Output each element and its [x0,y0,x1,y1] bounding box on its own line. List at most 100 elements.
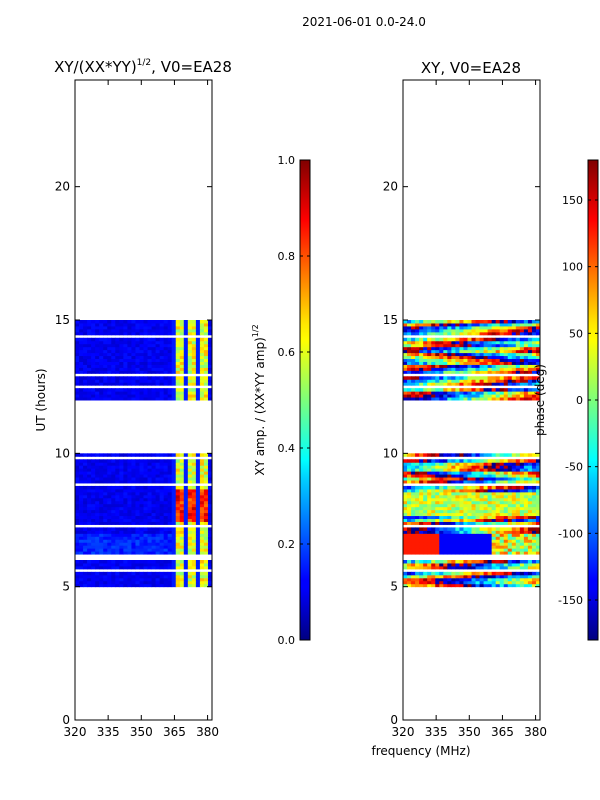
y-tick-label: 5 [62,580,70,594]
heatmap-cell [191,509,197,514]
heatmap-cell [419,562,424,567]
heatmap-cell [511,325,517,330]
heatmap-cell [495,574,501,579]
heatmap-cell [115,565,120,570]
heatmap-cell [507,491,513,496]
heatmap-cell [179,488,185,493]
heatmap-cell [519,512,525,517]
heatmap-cell [183,355,189,360]
heatmap-cell [431,364,436,368]
heatmap-cell [519,480,525,484]
heatmap-cell [179,361,185,365]
heatmap-cell [451,574,456,579]
heatmap-cell [495,468,501,472]
heatmap-cell [471,355,477,360]
heatmap-cell [195,352,201,357]
heatmap-cell [447,480,452,484]
heatmap-cell [431,560,436,564]
heatmap-cell [187,340,193,345]
heatmap-cell [423,539,428,543]
heatmap-cell [415,367,420,371]
heatmap-cell [175,548,181,552]
heatmap-cell [419,551,424,555]
heatmap-cell [119,382,124,386]
heatmap-cell [403,337,408,342]
heatmap-cell [87,376,92,380]
heatmap-cell [403,494,408,499]
heatmap-cell [83,331,88,336]
heatmap-cell [411,468,416,472]
heatmap-cell [463,462,468,466]
heatmap-cell [75,328,80,333]
heatmap-cell [523,518,529,522]
heatmap-cell [187,477,193,481]
heatmap-cell [139,560,144,564]
heatmap-cell [199,379,205,383]
heatmap-cell [459,500,464,505]
heatmap-cell [523,361,529,365]
heatmap-cell [199,331,205,336]
heatmap-cell [423,331,428,336]
heatmap-cell [167,379,173,383]
heatmap-cell [495,337,501,342]
heatmap-cell [483,530,489,534]
heatmap-cell [499,358,505,362]
heatmap-cell [439,565,444,570]
heatmap-cell [455,503,460,508]
heatmap-cell [523,349,529,354]
heatmap-cell [151,533,157,537]
heatmap-cell [507,394,513,398]
heatmap-cell [159,485,165,490]
heatmap-cell [75,477,80,481]
heatmap-cell [419,527,424,531]
heatmap-cell [203,562,209,567]
heatmap-cell [131,394,136,398]
heatmap-cell [115,485,120,490]
heatmap-cell [131,533,136,537]
heatmap-cell [511,574,517,579]
heatmap-cell [91,462,96,466]
heatmap-cell [431,367,436,371]
heatmap-cell [431,376,436,380]
heatmap-cell [83,560,88,564]
heatmap-cell [119,533,124,537]
heatmap-cell [183,485,189,490]
heatmap-cell [407,491,412,496]
heatmap-cell [147,565,153,570]
heatmap-cell [175,453,181,457]
heatmap-cell [135,367,140,371]
heatmap-cell [135,571,140,576]
heatmap-cell [155,515,161,520]
heatmap-cell [163,471,169,475]
heatmap-cell [531,480,537,484]
heatmap-cell [103,379,108,383]
heatmap-cell [159,571,165,576]
heatmap-cell [87,349,92,354]
heatmap-cell [431,521,436,525]
heatmap-cell [511,480,517,484]
heatmap-cell [511,491,517,496]
heatmap-cell [411,545,416,549]
heatmap-cell [119,343,124,348]
heatmap-cell [139,530,144,534]
heatmap-cell [167,320,173,324]
heatmap-cell [423,364,428,368]
heatmap-cell [507,376,513,380]
heatmap-cell [183,358,189,362]
heatmap-cell [155,527,161,531]
heatmap-cell [423,565,428,570]
heatmap-cell [407,521,412,525]
heatmap-cell [163,453,169,457]
heatmap-cell [151,477,157,481]
heatmap-cell [479,583,485,588]
heatmap-cell [107,397,112,401]
heatmap-cell [123,545,128,549]
heatmap-cell [507,488,513,493]
heatmap-cell [431,518,436,522]
heatmap-cell [511,346,517,351]
heatmap-cell [167,382,173,386]
heatmap-cell [527,574,533,579]
heatmap-cell [455,453,460,457]
heatmap-cell [507,328,513,333]
